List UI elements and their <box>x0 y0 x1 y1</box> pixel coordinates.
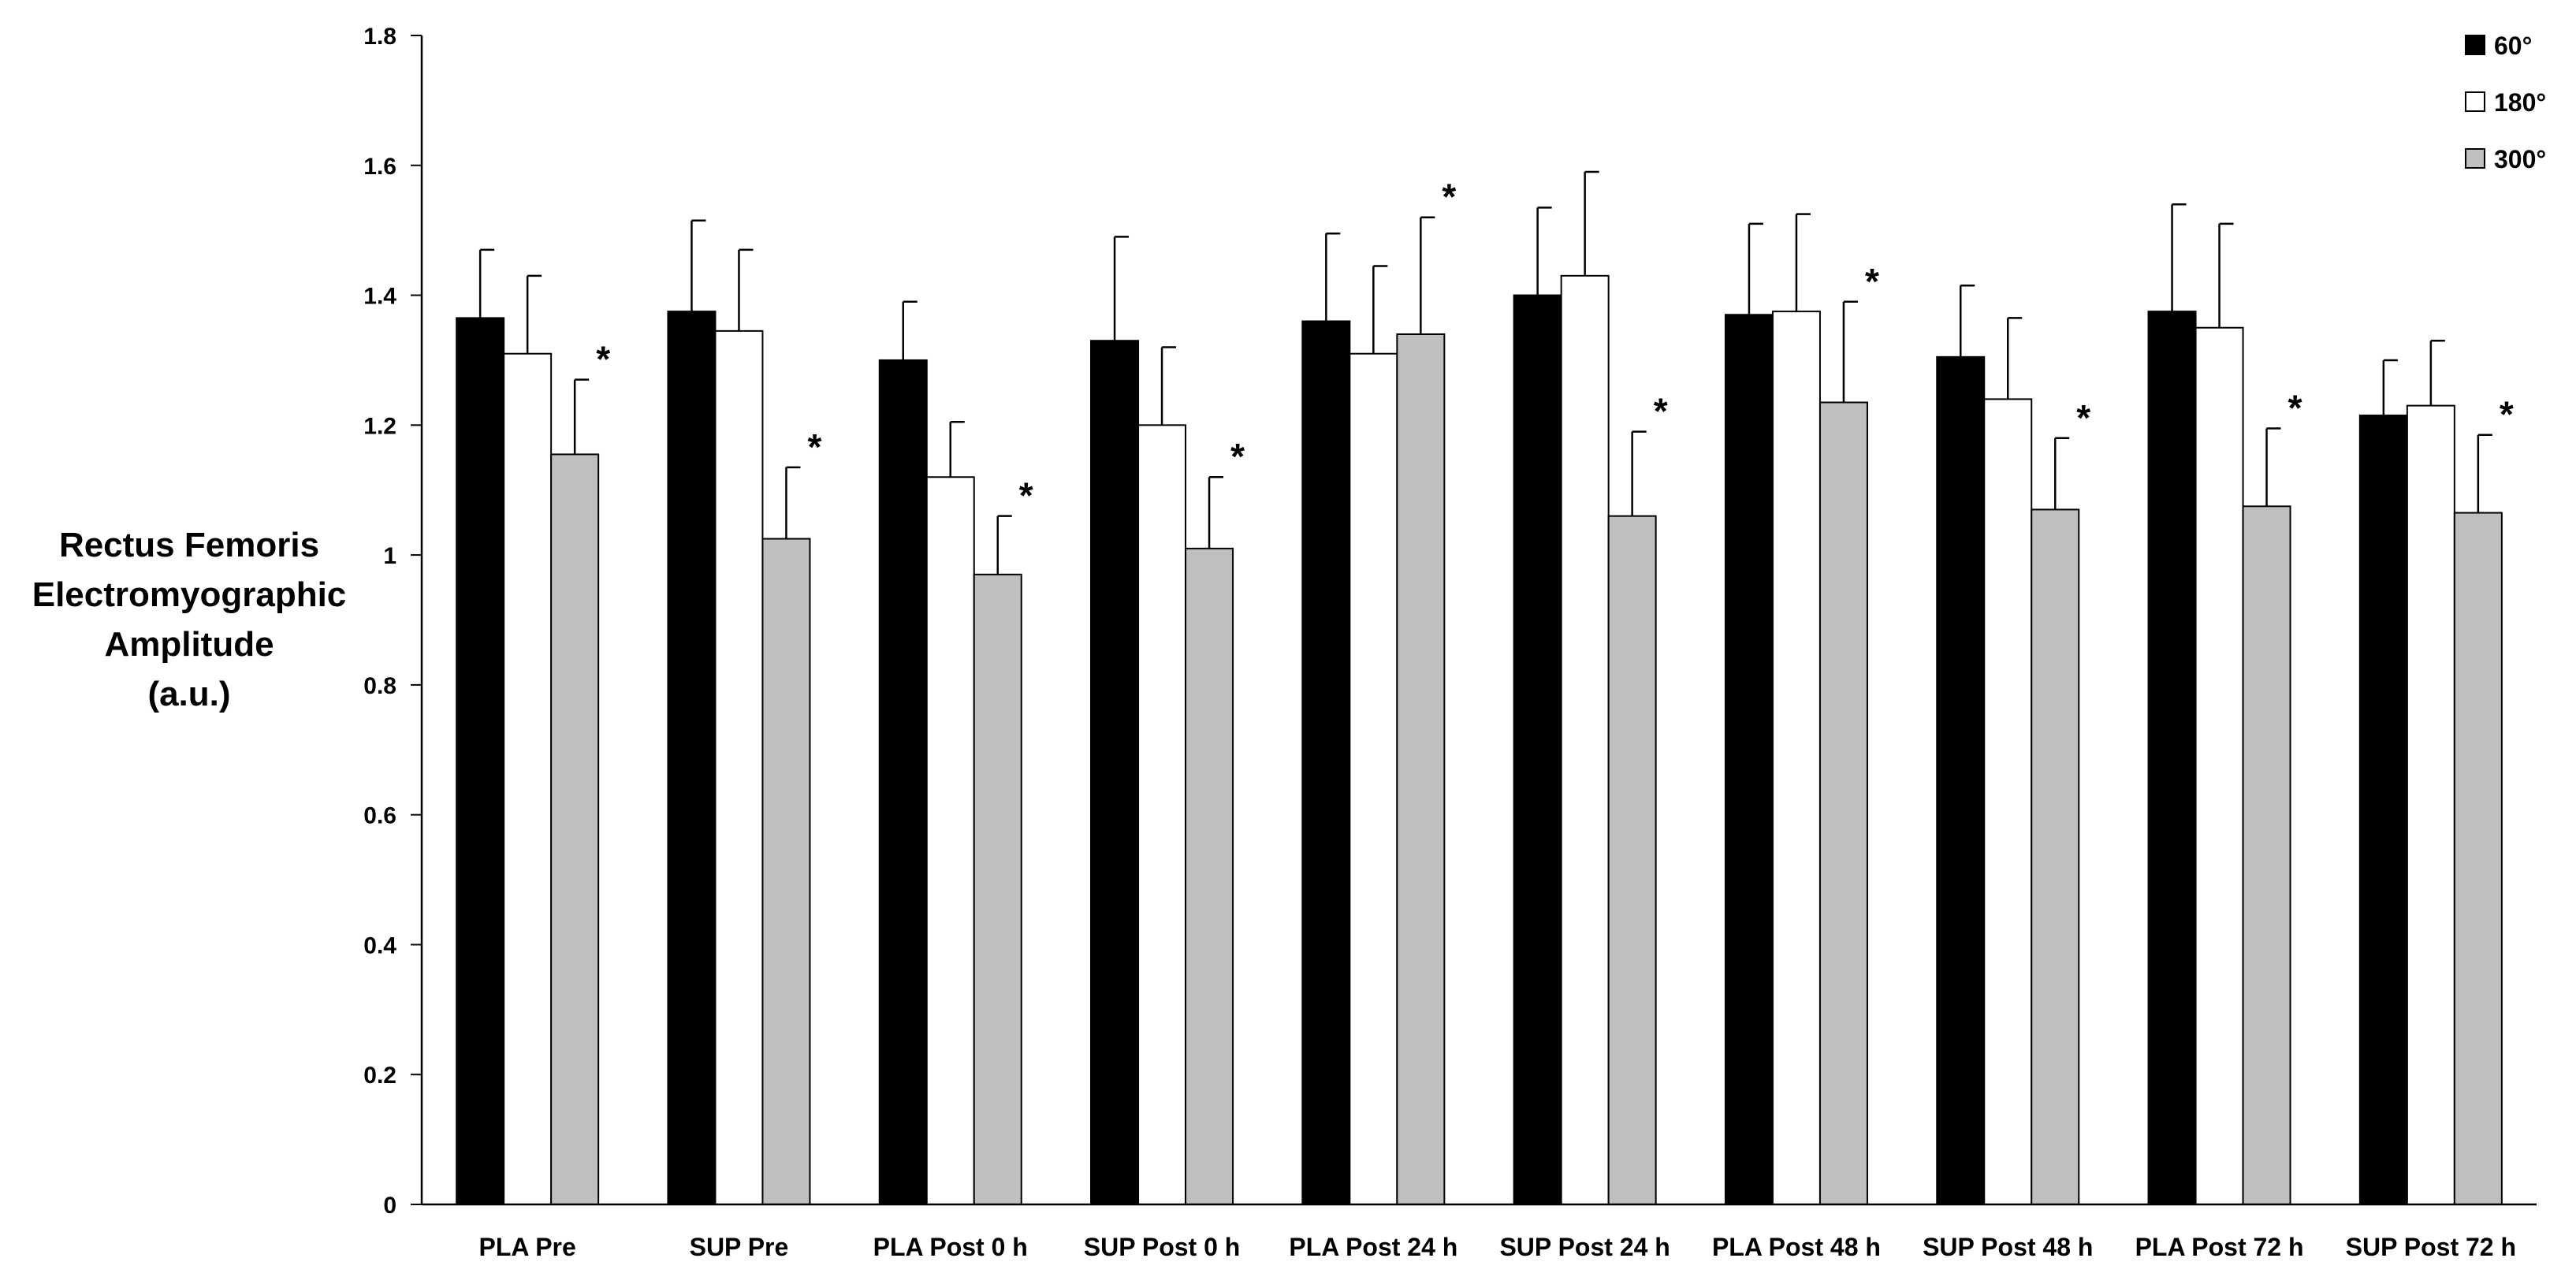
significance-marker: * <box>1230 436 1245 477</box>
y-axis-label-line-3: Amplitude <box>104 625 274 664</box>
bar-pla-post-72-h-series-0 <box>2147 311 2197 1205</box>
bar-pla-post-48-h-series-1 <box>1771 311 1821 1205</box>
y-axis-label-line-1: Rectus Femoris <box>58 526 320 564</box>
x-tick-label: PLA Post 0 h <box>873 1233 1028 1261</box>
y-axis-label-line-4: (a.u.) <box>147 675 231 713</box>
significance-marker: * <box>596 339 610 380</box>
y-tick-label: 1.2 <box>363 413 396 439</box>
bar-sup-post-0-h-series-2 <box>1185 547 1234 1205</box>
x-tick-label: SUP Post 24 h <box>1499 1233 1670 1261</box>
x-tick-label: PLA Post 24 h <box>1289 1233 1457 1261</box>
bar-sup-post-72-h-series-2 <box>2453 512 2503 1205</box>
y-tick-label: 0.8 <box>363 673 396 699</box>
y-tick-label: 1.4 <box>363 284 396 310</box>
bar-pla-pre-series-1 <box>503 352 553 1205</box>
significance-marker: * <box>2288 387 2302 428</box>
bar-pla-post-72-h-series-1 <box>2194 326 2244 1205</box>
x-tick-label: SUP Post 48 h <box>1923 1233 2093 1261</box>
significance-marker: * <box>1442 177 1456 218</box>
bar-sup-post-0-h-series-0 <box>1090 340 1140 1205</box>
y-tick-label: 1.8 <box>363 24 396 50</box>
y-tick-label: 1.6 <box>363 154 396 180</box>
significance-marker: * <box>1654 391 1668 432</box>
bar-sup-pre-series-1 <box>714 329 764 1206</box>
x-tick-label: PLA Pre <box>479 1233 576 1261</box>
legend-swatch <box>2465 91 2485 112</box>
y-tick-label: 0.4 <box>363 932 396 958</box>
bar-pla-post-72-h-series-2 <box>2242 505 2291 1205</box>
bar-sup-post-48-h-series-2 <box>2031 508 2080 1205</box>
bar-pla-pre-series-2 <box>550 453 600 1205</box>
y-axis-label: Rectus Femoris Electromyographic Amplitu… <box>0 520 378 719</box>
bar-sup-post-24-h-series-2 <box>1607 515 1657 1205</box>
bar-pla-post-48-h-series-0 <box>1724 314 1774 1205</box>
x-tick-label: PLA Post 72 h <box>2135 1233 2304 1261</box>
bar-sup-post-48-h-series-0 <box>1936 355 1986 1206</box>
legend-swatch <box>2465 35 2485 55</box>
legend-label: 60° <box>2494 32 2532 60</box>
significance-marker: * <box>807 426 821 467</box>
bar-sup-post-24-h-series-1 <box>1560 274 1610 1206</box>
significance-marker: * <box>1865 261 1879 302</box>
significance-marker: * <box>1019 475 1033 516</box>
significance-marker: * <box>2076 397 2090 438</box>
bar-sup-post-48-h-series-1 <box>1983 398 2033 1205</box>
legend-label: 300° <box>2494 145 2546 173</box>
bar-pla-pre-series-0 <box>456 317 505 1205</box>
x-tick-label: PLA Post 48 h <box>1712 1233 1881 1261</box>
bar-sup-post-72-h-series-0 <box>2358 414 2408 1205</box>
y-tick-label: 0 <box>383 1193 396 1219</box>
bar-pla-post-0-h-series-0 <box>878 359 928 1205</box>
significance-marker: * <box>2500 394 2514 435</box>
bar-sup-pre-series-2 <box>761 538 811 1205</box>
legend-swatch <box>2465 148 2485 169</box>
x-tick-label: SUP Post 72 h <box>2346 1233 2516 1261</box>
y-tick-label: 0.2 <box>363 1063 396 1089</box>
y-axis-label-line-2: Electromyographic <box>32 575 347 614</box>
bar-sup-pre-series-0 <box>667 311 717 1205</box>
y-tick-label: 1 <box>383 543 396 569</box>
x-tick-label: SUP Pre <box>690 1233 789 1261</box>
bar-sup-post-0-h-series-1 <box>1137 424 1187 1205</box>
bar-pla-post-0-h-series-1 <box>925 476 975 1205</box>
x-tick-label: SUP Post 0 h <box>1084 1233 1241 1261</box>
y-tick-label: 0.6 <box>363 803 396 829</box>
legend-label: 180° <box>2494 88 2546 117</box>
bar-sup-post-72-h-series-1 <box>2406 404 2455 1205</box>
bar-pla-post-48-h-series-2 <box>1818 401 1868 1206</box>
bar-pla-post-24-h-series-1 <box>1349 352 1398 1205</box>
bar-pla-post-24-h-series-0 <box>1301 320 1351 1205</box>
bar-pla-post-24-h-series-2 <box>1396 333 1446 1205</box>
bar-pla-post-0-h-series-2 <box>973 573 1022 1205</box>
bar-sup-post-24-h-series-0 <box>1513 294 1562 1205</box>
